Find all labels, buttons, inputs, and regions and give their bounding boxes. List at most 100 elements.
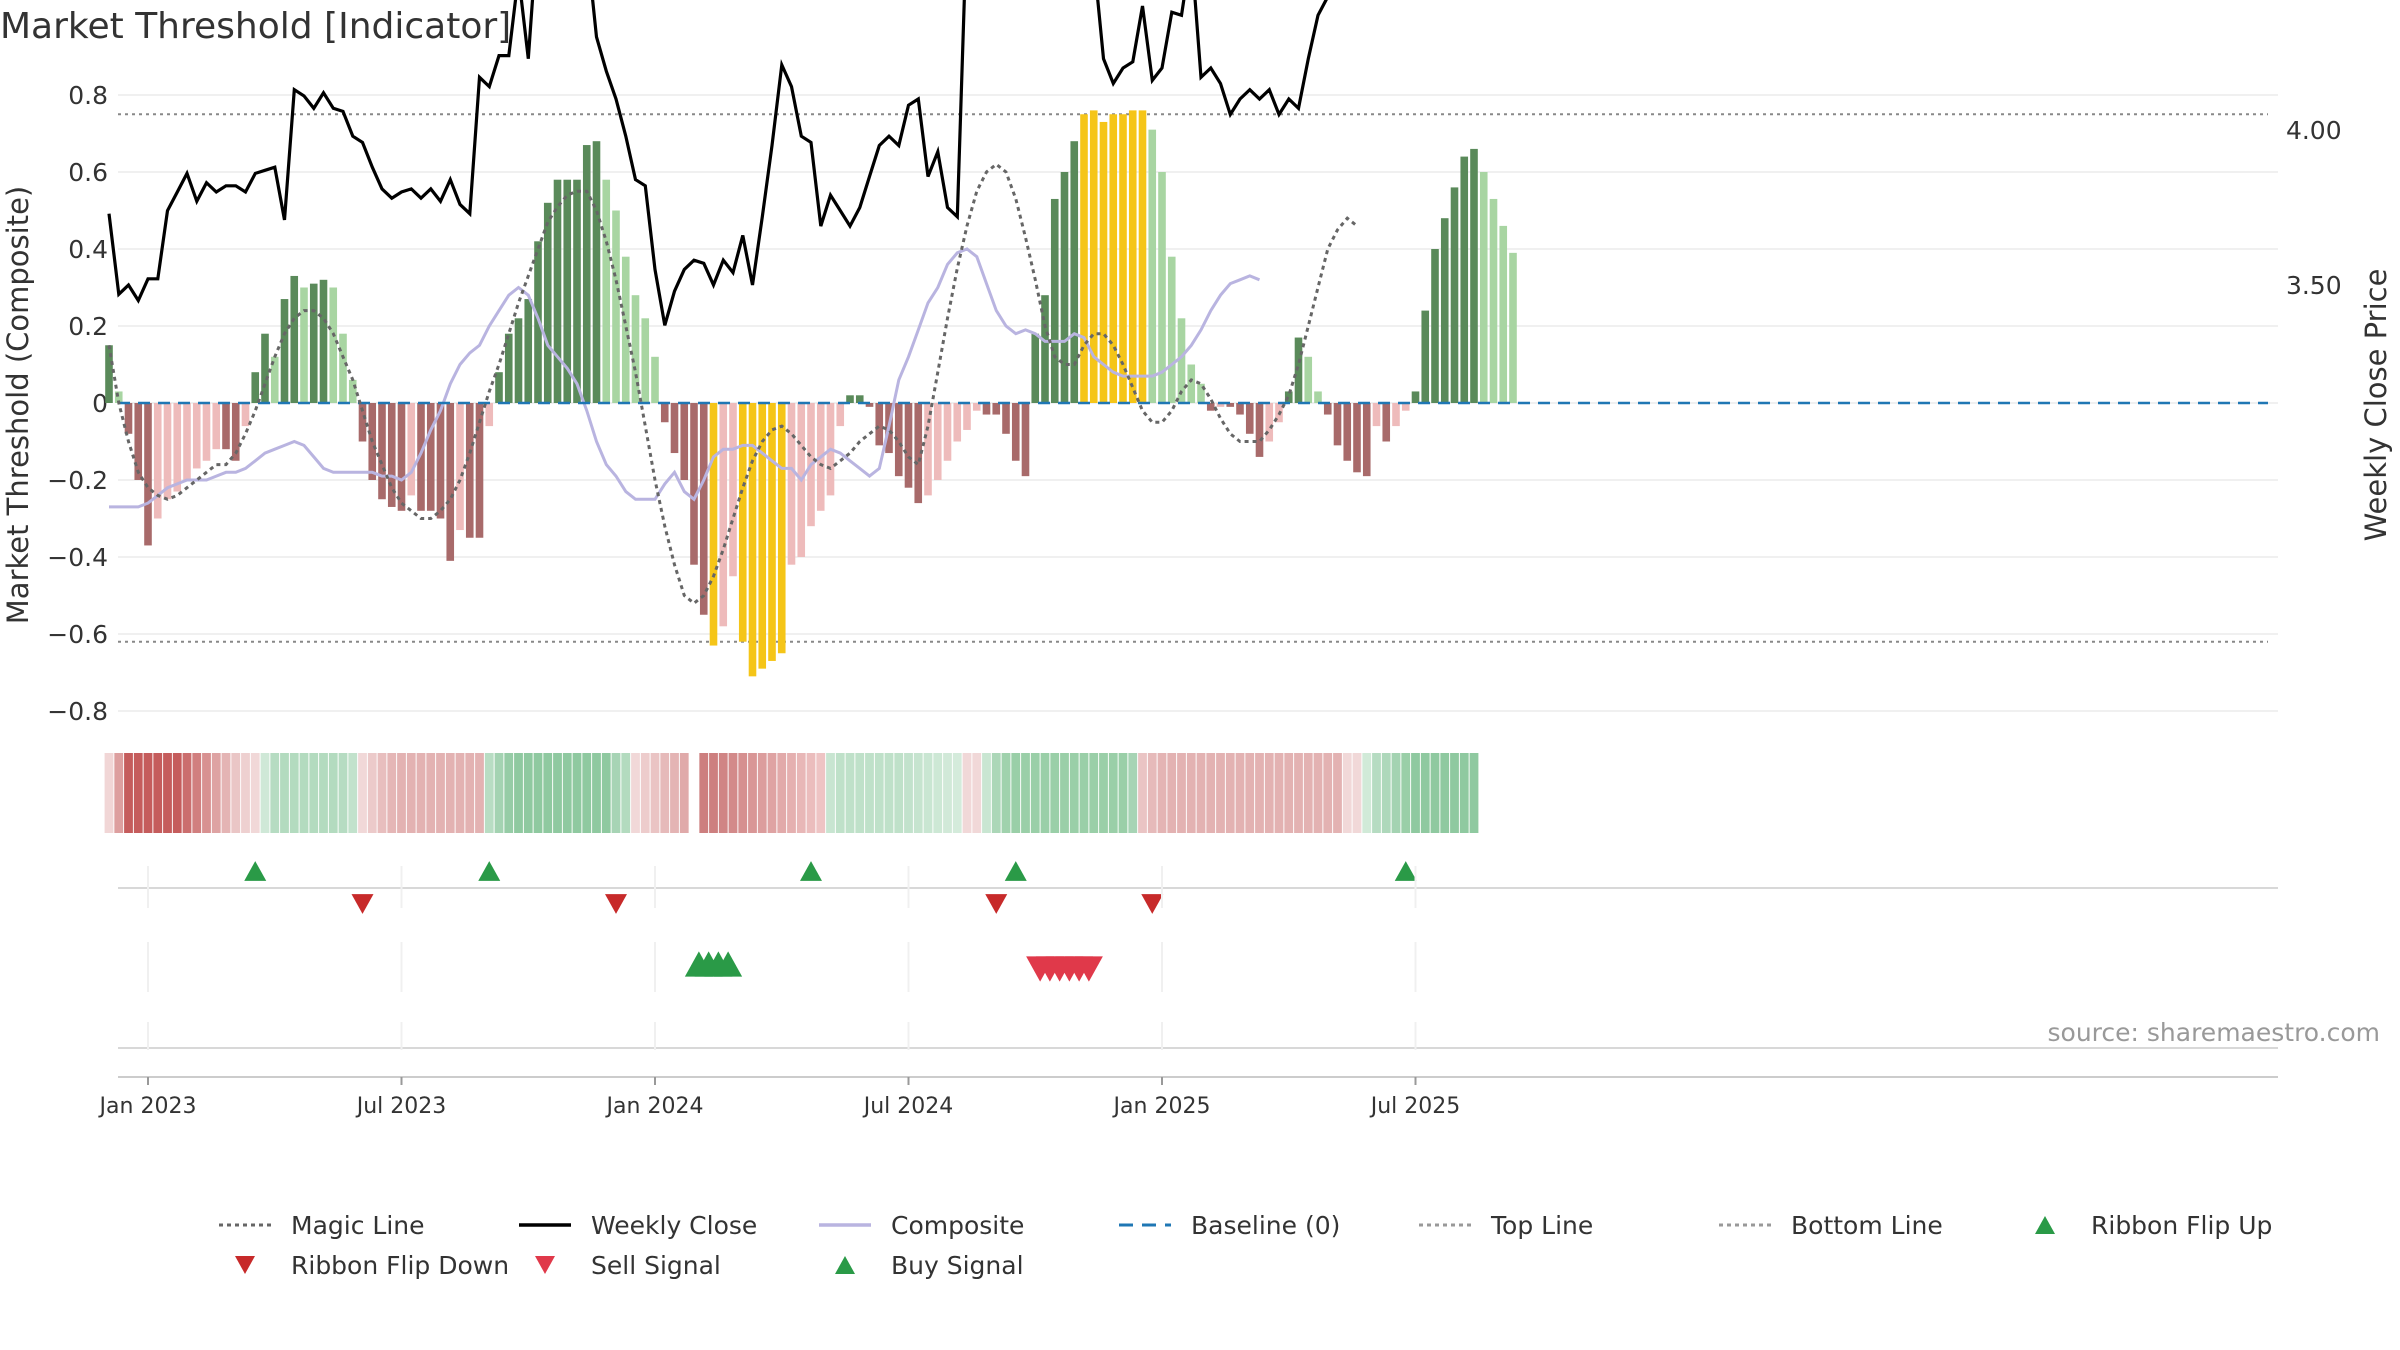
composite-bar [1158, 172, 1166, 403]
ribbon-cell [982, 753, 991, 833]
y2-tick-label: 4.00 [2278, 116, 2342, 145]
ribbon-cell [475, 753, 484, 833]
composite-bar [1197, 383, 1205, 403]
y-tick-label: −0.6 [47, 620, 108, 649]
composite-bar [1479, 172, 1488, 403]
ribbon-cell [172, 753, 182, 833]
composite-bar [358, 403, 367, 442]
composite-bar [319, 279, 328, 403]
ribbon-cell [1440, 753, 1450, 833]
composite-bar [1177, 318, 1186, 403]
ribbon-cell [377, 753, 387, 833]
y-tick-label: 0.8 [68, 81, 108, 110]
ribbon-cell [1001, 753, 1011, 833]
ribbon-cell [670, 753, 679, 833]
ribbon [104, 753, 1479, 833]
composite-bar [1167, 256, 1176, 403]
ribbon-flip-up-marker [1394, 861, 1417, 881]
ribbon-cell [1323, 753, 1333, 833]
ribbon-cell [494, 753, 504, 833]
legend-swatch [219, 1223, 271, 1227]
weekly-close-line [107, 0, 1328, 326]
ribbon-cell [523, 753, 533, 833]
legend-item: Sell Signal [515, 1251, 815, 1280]
composite-bar [163, 403, 172, 500]
legend-item: Top Line [1415, 1211, 1715, 1240]
ribbon-cell [894, 753, 904, 833]
composite-bar [1509, 252, 1517, 403]
composite-bar [1323, 403, 1332, 415]
composite-bar [982, 403, 991, 415]
composite-bar [124, 403, 133, 434]
composite-bar [1489, 198, 1498, 403]
ribbon-cell [358, 753, 367, 833]
sell-signal-marker [1074, 956, 1103, 982]
composite-bar [475, 403, 484, 538]
ribbon-cell [1274, 753, 1284, 833]
composite-bar [495, 372, 503, 403]
ribbon-cell [1411, 753, 1420, 833]
y-tick-label: 0 [92, 389, 108, 418]
composite-bar [1080, 114, 1088, 403]
ribbon-cell [709, 753, 718, 833]
ribbon-flip-down-marker [985, 894, 1008, 914]
ribbon-cell [280, 753, 289, 833]
composite-bar [670, 403, 679, 454]
y-tick-label: 0.4 [68, 235, 108, 264]
legend-item: Weekly Close [515, 1211, 815, 1240]
composite-bar [456, 403, 464, 531]
legend-marker [835, 1256, 855, 1274]
ribbon-cell [319, 753, 328, 833]
composite-bar [222, 403, 230, 450]
ribbon-cell [260, 753, 270, 833]
composite-bar [1450, 187, 1459, 403]
ribbon-cell [397, 753, 406, 833]
composite-bar [1470, 148, 1478, 403]
composite-bar [251, 372, 260, 403]
composite-bar [787, 403, 796, 565]
composite-bar [1440, 218, 1449, 403]
ribbon-cell [1235, 753, 1245, 833]
ribbon-cell [163, 753, 172, 833]
composite-bar [836, 403, 845, 427]
composite-bar [1011, 403, 1020, 461]
composite-bar [1421, 310, 1430, 403]
ribbon-cell [1030, 753, 1040, 833]
ribbon-cell [835, 753, 845, 833]
ribbon-cell [221, 753, 231, 833]
ribbon-cell [855, 753, 865, 833]
composite-line [109, 247, 1261, 509]
composite-bar [1128, 110, 1137, 404]
ribbon-cell [1313, 753, 1323, 833]
composite-bar [1216, 403, 1225, 407]
ribbon-cell [1216, 753, 1225, 833]
ribbon-cell [289, 753, 299, 833]
ribbon-cell [806, 753, 816, 833]
composite-bar [1206, 403, 1215, 411]
composite-bar [1304, 356, 1313, 403]
ribbon-cell [133, 753, 143, 833]
composite-bar [485, 403, 494, 427]
ribbon-cell [211, 753, 221, 833]
composite-bar [144, 403, 152, 546]
chart-title: Market Threshold [Indicator] [0, 6, 511, 47]
y-tick-label: −0.4 [47, 543, 108, 572]
composite-bar [738, 403, 747, 642]
x-tick-label: Jan 2024 [605, 1094, 704, 1119]
ribbon-cell [952, 753, 962, 833]
ribbon-cell [1050, 753, 1060, 833]
composite-bar [1284, 391, 1293, 403]
ribbon-cell [904, 753, 913, 833]
composite-bar [231, 403, 240, 461]
x-axis: Jan 2023 Jul 2023 Jan 2024 Jul 2024 Jan 2025… [98, 866, 2278, 1119]
ribbon-cell [816, 753, 826, 833]
ribbon-cell [728, 753, 738, 833]
composite-bar [1226, 403, 1235, 407]
y-tick-label: −0.2 [47, 466, 108, 495]
legend-label: Top Line [1491, 1210, 1594, 1240]
ribbon-cell [1147, 753, 1157, 833]
composite-bar [846, 395, 854, 403]
composite-bar [387, 403, 396, 507]
composite-bar [1499, 225, 1508, 403]
ribbon-cell [182, 753, 192, 833]
